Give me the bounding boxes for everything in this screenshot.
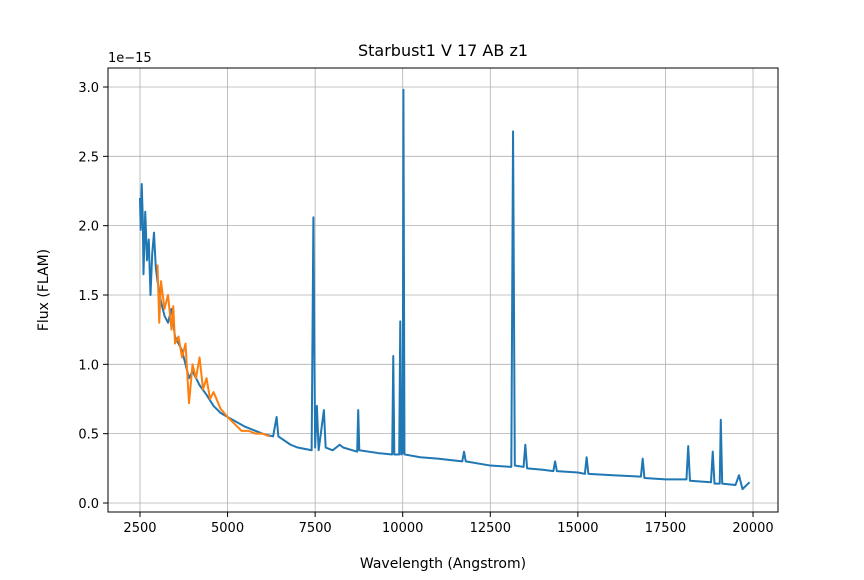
- y-tick-label: 0.5: [78, 428, 99, 443]
- y-tick-label: 1.5: [78, 289, 99, 304]
- x-tick-label: 17500: [645, 521, 686, 536]
- x-tick-label: 7500: [299, 521, 332, 536]
- y-tick-label: 0.0: [78, 497, 99, 512]
- series-line: [156, 264, 270, 438]
- x-tick-label: 20000: [732, 521, 773, 536]
- x-axis-label: Wavelength (Angstrom): [360, 556, 526, 572]
- y-tick-label: 2.5: [78, 150, 99, 165]
- y-tick-label: 1.0: [78, 358, 99, 373]
- x-tick-label: 12500: [470, 521, 511, 536]
- x-tick-label: 2500: [123, 521, 156, 536]
- x-tick-label: 10000: [382, 521, 423, 536]
- chart-title: Starbust1 V 17 AB z1: [358, 41, 528, 60]
- x-tick-label: 15000: [557, 521, 598, 536]
- y-offset-label: 1e−15: [108, 51, 152, 66]
- y-tick-label: 2.0: [78, 220, 99, 235]
- y-axis-label: Flux (FLAM): [36, 249, 52, 331]
- y-tick-label: 3.0: [78, 81, 99, 96]
- x-tick-label: 5000: [211, 521, 244, 536]
- series-line: [138, 88, 751, 491]
- plot-frame: [107, 67, 779, 513]
